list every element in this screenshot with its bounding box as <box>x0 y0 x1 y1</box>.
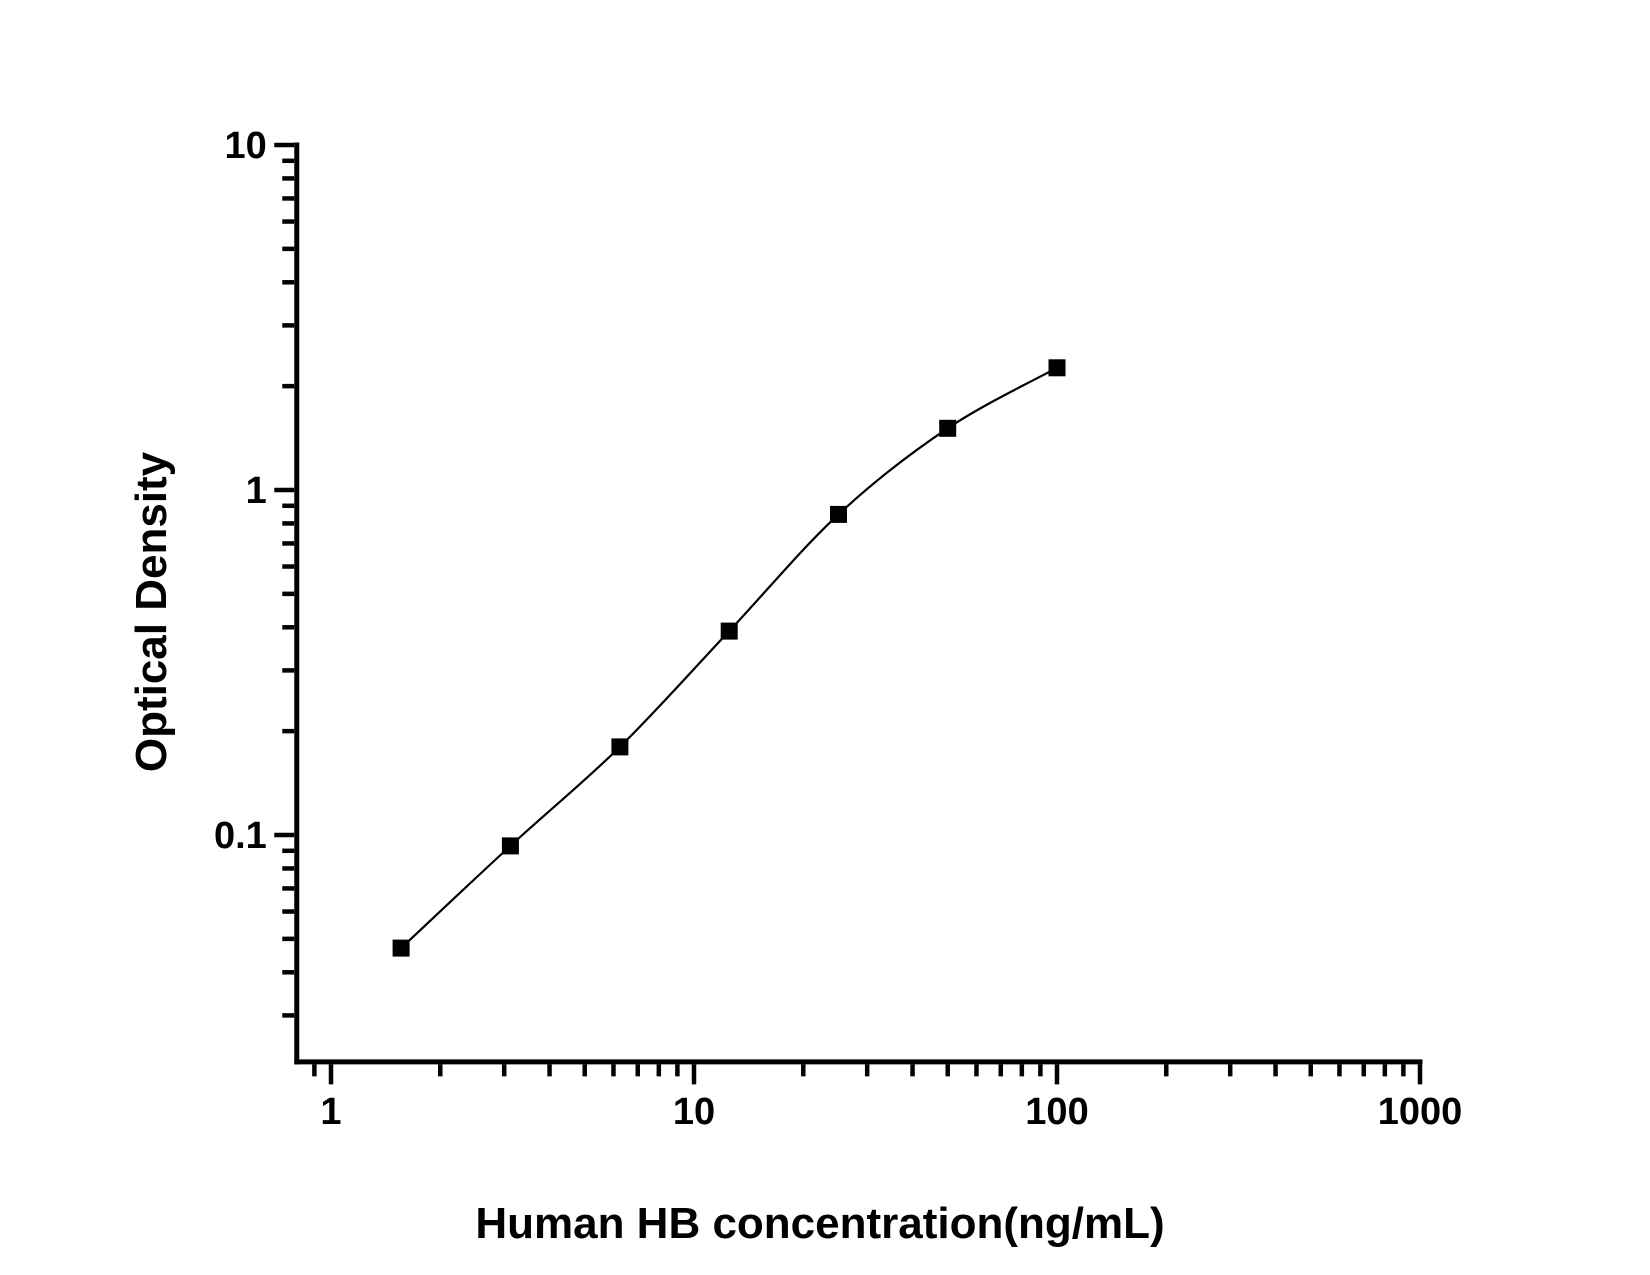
data-point-marker <box>501 837 519 855</box>
data-point-marker <box>720 622 738 640</box>
data-point-marker <box>939 419 957 437</box>
y-axis-title: Optical Density <box>127 451 176 772</box>
x-tick-label: 1 <box>320 1091 341 1133</box>
x-axis-title: Human HB concentration(ng/mL) <box>475 1199 1164 1248</box>
x-tick-label: 10 <box>673 1091 715 1133</box>
x-tick-label: 1000 <box>1378 1091 1463 1133</box>
x-tick-label: 100 <box>1025 1091 1088 1133</box>
data-series <box>392 359 1066 957</box>
data-point-marker <box>1048 359 1066 377</box>
data-point-marker <box>830 505 847 523</box>
data-point-marker <box>392 939 410 957</box>
y-tick-label: 1 <box>246 470 267 512</box>
series-line <box>400 366 1058 949</box>
data-point-marker <box>611 738 629 756</box>
y-tick-label: 10 <box>224 125 266 167</box>
y-tick-label: 0.1 <box>214 815 267 857</box>
axis-tick-labels: 1 10 100 1000 0.1 1 10 <box>214 125 1462 1133</box>
axes <box>294 142 1423 1065</box>
axis-ticks <box>274 142 1423 1085</box>
